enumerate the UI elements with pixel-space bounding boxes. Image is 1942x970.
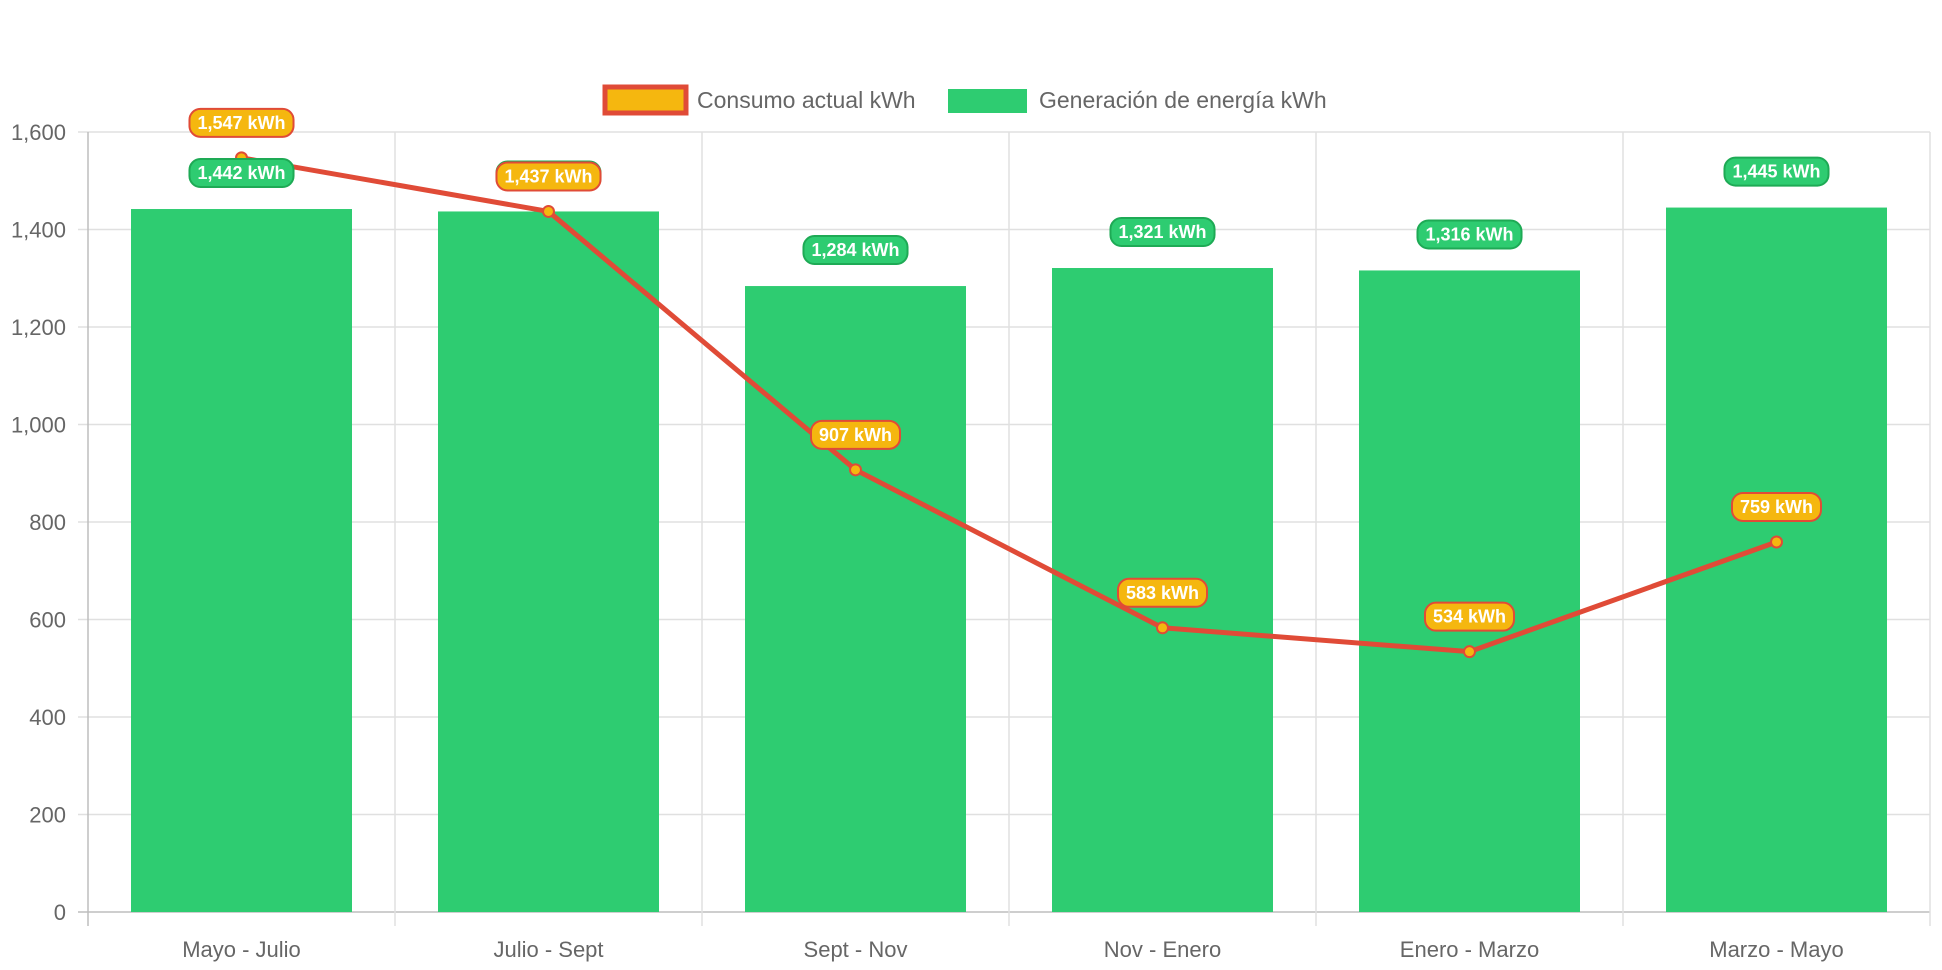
line-data-label-bg: [1423, 601, 1516, 632]
legend-swatch-consumo[interactable]: [602, 84, 689, 116]
y-tick-label: 200: [29, 803, 66, 828]
y-tick-label: 1,000: [11, 413, 66, 438]
x-tick-label: Marzo - Mayo: [1709, 937, 1843, 962]
line-data-label-text: 1,437 kWh: [504, 166, 592, 186]
legend-swatch-generacion[interactable]: [948, 89, 1027, 113]
legend-label-consumo[interactable]: Consumo actual kWh: [697, 87, 916, 113]
x-tick-label: Nov - Enero: [1104, 937, 1221, 962]
line-data-label-text: 1,547 kWh: [197, 113, 285, 133]
y-tick-label: 1,200: [11, 315, 66, 340]
x-tick-label: Enero - Marzo: [1400, 937, 1539, 962]
line-data-label-text: 759 kWh: [1740, 497, 1813, 517]
y-tick-label: 1,600: [11, 120, 66, 145]
bar-data-label-text: 1,442 kWh: [197, 163, 285, 183]
line-data-label-text: 907 kWh: [819, 425, 892, 445]
bar-data-label-text: 1,445 kWh: [1732, 162, 1820, 182]
bar-data-label-text: 1,321 kWh: [1118, 222, 1206, 242]
bars-layer: [131, 207, 1887, 912]
bar[interactable]: [438, 211, 659, 912]
line-data-label: 1,547 kWh: [188, 107, 295, 138]
bar-data-label: 1,321 kWh: [1109, 217, 1216, 248]
line-data-label: 907 kWh: [809, 419, 902, 450]
line-data-label-text: 534 kWh: [1433, 607, 1506, 627]
y-tick-label: 600: [29, 608, 66, 633]
legend-item-consumo[interactable]: Consumo actual kWh: [602, 84, 916, 116]
line-point[interactable]: [1156, 621, 1169, 635]
line-data-label-bg: [188, 107, 295, 138]
x-tick-label: Mayo - Julio: [182, 937, 301, 962]
bar-data-label: 1,442 kWh: [188, 158, 295, 189]
bar-data-label: 1,284 kWh: [802, 235, 909, 266]
grid-layer: [78, 131, 1931, 926]
bar[interactable]: [1666, 207, 1887, 912]
line-layer: [241, 155, 1778, 655]
x-tick-label: Julio - Sept: [493, 937, 603, 962]
bar[interactable]: [131, 209, 352, 912]
line-data-label-text: 583 kWh: [1126, 583, 1199, 603]
bar-data-label-bg: [1109, 217, 1216, 248]
legend[interactable]: Consumo actual kWh Generación de energía…: [602, 84, 1327, 116]
line-data-label-bg: [1116, 577, 1209, 608]
line-point[interactable]: [1770, 535, 1783, 549]
line-point[interactable]: [849, 463, 862, 477]
line-point[interactable]: [1463, 645, 1476, 659]
bar-data-label-bg: [188, 158, 295, 189]
bar-data-label-text: 1,316 kWh: [1425, 224, 1513, 244]
line-data-label-bg: [1730, 491, 1823, 522]
bar-data-label: 1,445 kWh: [1723, 156, 1830, 187]
bar[interactable]: [745, 286, 966, 912]
x-tick-label: Sept - Nov: [804, 937, 908, 962]
y-tick-label: 400: [29, 705, 66, 730]
line-data-label: 759 kWh: [1730, 491, 1823, 522]
y-tick-label: 0: [54, 900, 66, 925]
legend-item-generacion[interactable]: Generación de energía kWh: [948, 87, 1327, 113]
line-data-label: 583 kWh: [1116, 577, 1209, 608]
bar-data-label-bg: [1723, 156, 1830, 187]
y-tick-label: 800: [29, 510, 66, 535]
line-data-label-bg: [495, 161, 602, 192]
line-point[interactable]: [542, 204, 555, 218]
bar[interactable]: [1359, 270, 1580, 912]
line-data-label: 1,437 kWh: [495, 161, 602, 192]
data-labels-layer: 1,442 kWh 1,437 kWh 1,284 kWh 1,321 kWh 1,31…: [188, 107, 1830, 632]
axis-layer: 0 200 400 600 800 1,000 1,200 1,400 1,600 Mayo - …: [11, 120, 1844, 962]
line-data-label: 534 kWh: [1423, 601, 1516, 632]
bar-data-label: 1,316 kWh: [1416, 219, 1523, 250]
legend-label-generacion[interactable]: Generación de energía kWh: [1039, 87, 1327, 113]
bar-data-label-bg: [802, 235, 909, 266]
line-series-consumo: [241, 155, 1778, 655]
bar-data-label-bg: [1416, 219, 1523, 250]
y-tick-label: 1,400: [11, 218, 66, 243]
line-data-label-bg: [809, 419, 902, 450]
bar-data-label-text: 1,284 kWh: [811, 240, 899, 260]
